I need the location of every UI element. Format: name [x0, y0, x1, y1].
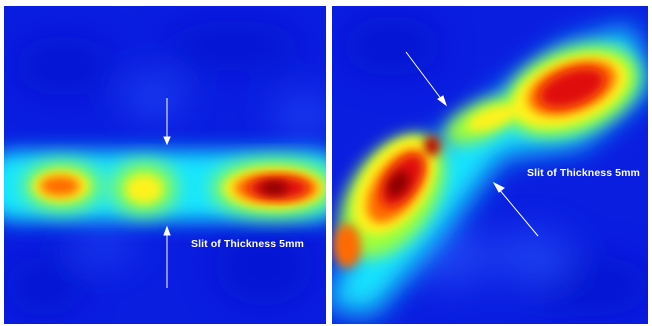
- heatmap-right: Slit of Thickness 5mm: [332, 6, 648, 324]
- arrow-diagonal-down-icon: [405, 51, 447, 107]
- heatmap-right-image: [332, 6, 648, 324]
- heatmap-left: Slit of Thickness 5mm: [4, 6, 326, 324]
- slit-caption-right: Slit of Thickness 5mm: [527, 167, 640, 179]
- slit-caption-left: Slit of Thickness 5mm: [191, 238, 304, 250]
- arrow-up-icon: [163, 225, 171, 288]
- arrow-down-icon: [163, 98, 171, 146]
- arrow-diagonal-up-icon: [492, 181, 539, 237]
- heatmap-left-image: [4, 6, 326, 324]
